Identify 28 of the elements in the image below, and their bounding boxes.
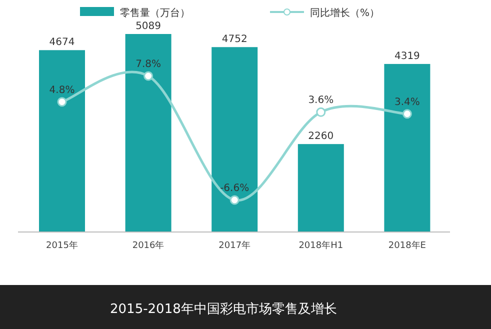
x-tick-label: 2015年 [46, 240, 78, 251]
x-tick-label: 2018年H1 [298, 240, 344, 251]
point [316, 107, 326, 117]
data-label: 4752 [222, 34, 248, 46]
data-label: 4674 [49, 37, 75, 48]
bar [298, 144, 344, 232]
point [57, 97, 67, 107]
legend-label: 同比增长（%） [310, 7, 380, 19]
data-label: -6.6% [220, 183, 250, 194]
data-label: 3.4% [394, 96, 420, 108]
data-label: 2260 [308, 131, 334, 142]
bar [212, 47, 258, 232]
x-tick-label: 2018年E [388, 240, 426, 251]
legend-label: 零售量（万台） [120, 7, 190, 19]
point [144, 71, 154, 81]
x-tick-label: 2016年 [132, 240, 164, 251]
data-label: 5089 [136, 21, 162, 32]
point [230, 195, 240, 205]
data-label: 3.6% [308, 95, 334, 106]
data-label: 4319 [394, 50, 420, 62]
x-tick-label: 2017年 [218, 240, 251, 251]
bar [384, 64, 430, 232]
data-label: 7.8% [136, 59, 162, 70]
bar [39, 50, 85, 232]
bar [125, 34, 172, 232]
text: 2015-2018年中国彩电市场零售及增长 [110, 302, 337, 317]
point [402, 109, 412, 119]
data-label: 4.8% [49, 84, 75, 96]
